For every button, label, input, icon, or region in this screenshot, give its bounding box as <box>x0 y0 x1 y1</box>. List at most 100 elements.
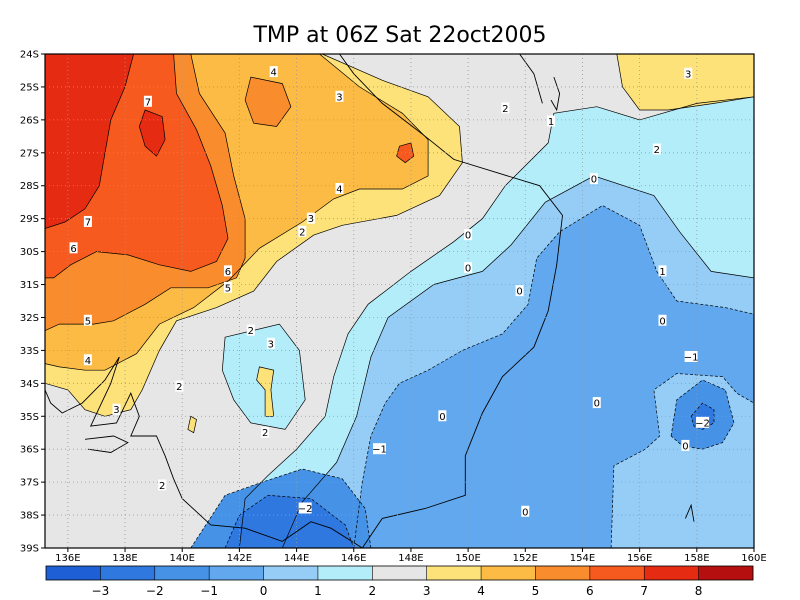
contour-label-bg <box>658 265 667 277</box>
contour-line <box>187 415 197 434</box>
contour-line <box>281 175 754 548</box>
contour-label: 0 <box>594 399 600 410</box>
contour-label: 7 <box>145 97 151 108</box>
colorbar-frame <box>45 565 754 581</box>
contour-label: 0 <box>591 175 597 186</box>
contour-label: 2 <box>248 326 254 337</box>
contour-label: 4 <box>271 68 277 79</box>
x-tick-label: 146E <box>341 553 366 564</box>
coastline-segment <box>684 503 695 522</box>
contour-label-bg <box>298 225 307 237</box>
contour-label-bg <box>83 314 92 326</box>
contour-line <box>45 54 229 279</box>
y-tick-label: 28S <box>20 181 39 192</box>
contour-label: 0 <box>465 231 471 242</box>
coastline-segment <box>519 54 543 104</box>
filled-contour-regions <box>45 54 754 548</box>
contour-fill-region <box>45 54 134 229</box>
contour-label: 5 <box>225 283 231 294</box>
x-tick-label: 140E <box>170 553 195 564</box>
contour-label-bg <box>83 215 92 227</box>
y-tick-label: 35S <box>20 412 39 423</box>
contour-label-bg <box>175 380 184 392</box>
contour-label-bg <box>372 443 386 455</box>
contour-label: 7 <box>85 217 91 228</box>
contour-label: 2 <box>299 227 305 238</box>
contour-label-bg <box>438 410 447 422</box>
contour-label-bg <box>298 502 312 514</box>
colorbar-swatch <box>209 566 264 580</box>
y-tick-label: 27S <box>20 148 39 159</box>
coastline-segment <box>84 435 129 453</box>
contour-fill-region <box>225 495 354 548</box>
colorbar-swatch <box>589 566 645 580</box>
y-tick-label: 34S <box>20 379 39 390</box>
contour-label: 2 <box>159 481 165 492</box>
contour-label-bg <box>521 505 530 517</box>
contour-label: 0 <box>659 316 665 327</box>
contour-label: 2 <box>262 428 268 439</box>
y-tick-label: 26S <box>20 115 39 126</box>
contour-label: 1 <box>548 117 554 128</box>
colorbar-swatch <box>100 566 156 580</box>
contour-fill-region <box>139 110 166 157</box>
y-tick-label: 31S <box>20 280 39 291</box>
colorbar-swatch <box>644 566 699 580</box>
x-tick-label: 158E <box>684 553 709 564</box>
x-tick-label: 150E <box>455 553 480 564</box>
contour-line <box>224 494 355 548</box>
contour-label-bg <box>246 324 255 336</box>
contour-label: 0 <box>522 507 528 518</box>
contour-label-bg <box>696 416 710 428</box>
contour-label-bg <box>681 439 690 451</box>
contour-label-bg <box>269 66 278 78</box>
colorbar-swatch <box>535 566 591 580</box>
y-tick-label: 29S <box>20 214 39 225</box>
contour-line <box>45 54 463 417</box>
y-tick-label: 32S <box>20 313 39 324</box>
contour-label-bg <box>464 229 473 241</box>
contour-label: 6 <box>70 244 76 255</box>
x-tick-label: 144E <box>284 553 309 564</box>
contour-line <box>244 76 292 127</box>
colorbar-label: −3 <box>92 584 110 598</box>
contour-line <box>690 402 715 430</box>
colorbar-swatch <box>426 566 482 580</box>
contour-label-bg <box>684 67 693 79</box>
contour-label: −1 <box>684 352 699 363</box>
contour-label: 3 <box>113 405 119 416</box>
contour-line <box>190 468 372 548</box>
colorbar-label: 3 <box>423 584 431 598</box>
contour-label: 2 <box>502 104 508 115</box>
x-tick-label: 136E <box>55 553 80 564</box>
colorbar-swatch <box>263 566 319 580</box>
x-tick-label: 156E <box>627 553 652 564</box>
colorbar-swatch <box>46 566 101 580</box>
contour-label-bg <box>112 403 121 415</box>
contour-line <box>616 54 754 111</box>
y-tick-label: 24S <box>20 50 39 61</box>
x-tick-label: 160E <box>741 553 766 564</box>
contour-label: −1 <box>372 445 387 456</box>
contour-label-bg <box>143 95 152 107</box>
colorbar-label: 5 <box>532 584 540 598</box>
contour-label: 3 <box>268 339 274 350</box>
chart-title: TMP at 06Z Sat 22oct2005 <box>252 23 546 48</box>
colorbar-label: 4 <box>477 584 485 598</box>
contour-fill-region <box>353 205 754 548</box>
y-axis: 24S 25S 26S 27S 28S 29S 30S 31S 32S 33S 34S 35S 36S 3… <box>20 50 45 555</box>
contour-line <box>353 205 754 548</box>
colorbar: −3 −2 −1 0 1 2 3 4 5 6 7 8 <box>45 565 754 598</box>
x-tick-label: 152E <box>513 553 538 564</box>
contour-label-bg <box>547 115 556 127</box>
colorbar-label: −1 <box>200 584 218 598</box>
contour-label: 2 <box>176 382 182 393</box>
x-tick-label: 142E <box>227 553 252 564</box>
contour-label-bg <box>223 265 232 277</box>
y-tick-label: 30S <box>20 247 39 258</box>
contour-label-bg <box>223 281 232 293</box>
x-tick-label: 148E <box>398 553 423 564</box>
contour-label-bg <box>306 212 315 224</box>
colorbar-label: 2 <box>368 584 376 598</box>
